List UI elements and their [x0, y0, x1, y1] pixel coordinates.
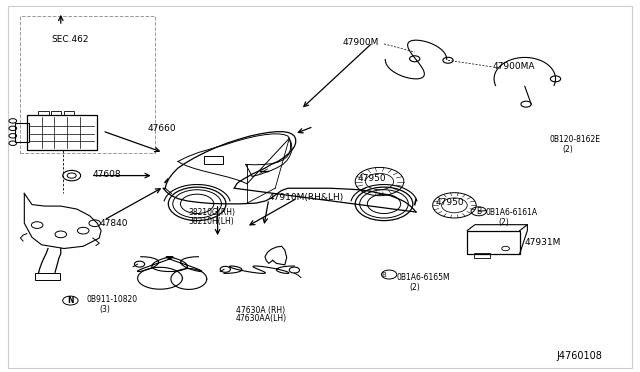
Text: 38210G(RH): 38210G(RH)	[189, 208, 236, 217]
Text: 47660: 47660	[147, 124, 176, 133]
Text: 47900MA: 47900MA	[493, 62, 535, 71]
Text: 47630AA(LH): 47630AA(LH)	[236, 314, 287, 323]
Text: (2): (2)	[410, 283, 420, 292]
Text: (3): (3)	[99, 305, 110, 314]
Bar	[35, 273, 60, 280]
Text: 47900M: 47900M	[342, 38, 379, 47]
Text: N: N	[67, 296, 74, 305]
Bar	[467, 231, 520, 254]
Text: J4760108: J4760108	[557, 352, 603, 361]
Text: 0B120-8162E: 0B120-8162E	[549, 135, 600, 144]
Text: (2): (2)	[562, 145, 573, 154]
Text: SEC.462: SEC.462	[51, 35, 89, 44]
Bar	[15, 123, 29, 142]
Text: 38210H(LH): 38210H(LH)	[189, 217, 234, 226]
Bar	[51, 111, 61, 115]
Bar	[27, 115, 97, 150]
Text: 0B1A6-6161A: 0B1A6-6161A	[485, 208, 537, 217]
Text: 0B1A6-6165M: 0B1A6-6165M	[397, 273, 451, 282]
Text: B: B	[476, 207, 481, 216]
Text: 47630A (RH): 47630A (RH)	[236, 306, 285, 315]
Bar	[64, 111, 74, 115]
Bar	[38, 111, 49, 115]
Text: (2): (2)	[498, 218, 509, 227]
Text: B: B	[381, 272, 387, 278]
Text: 47840: 47840	[99, 219, 128, 228]
Text: 47931M: 47931M	[525, 238, 561, 247]
Bar	[204, 156, 223, 164]
Text: 47910M(RH&LH): 47910M(RH&LH)	[269, 193, 344, 202]
Text: 47950: 47950	[357, 174, 386, 183]
Text: 47950: 47950	[435, 198, 464, 207]
Text: 0B911-10820: 0B911-10820	[86, 295, 138, 304]
Bar	[474, 253, 490, 258]
Text: 47608: 47608	[93, 170, 122, 179]
